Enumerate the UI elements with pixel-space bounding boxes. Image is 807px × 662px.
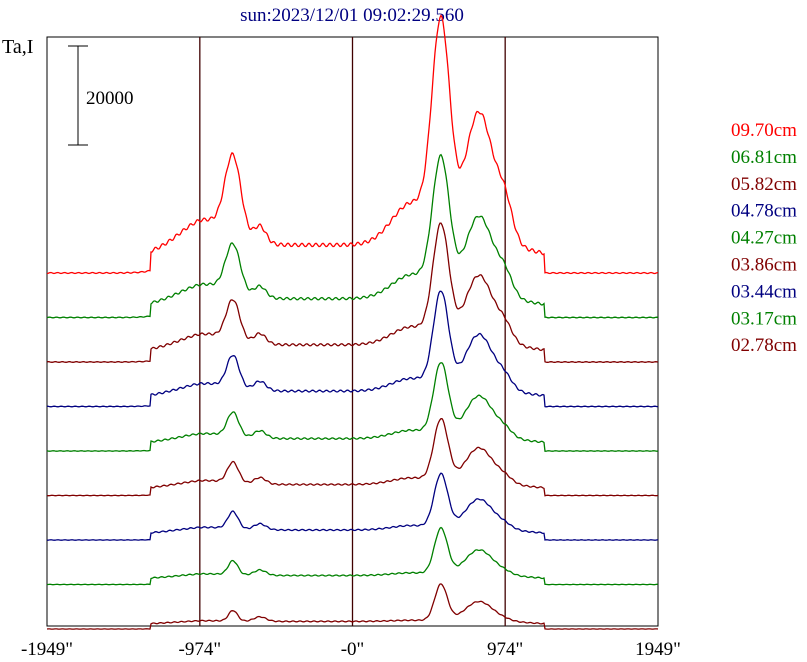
x-tick-labels: -1949" -974" -0" 974" 1949": [21, 639, 681, 660]
series-line-04-78cm: [46, 290, 659, 408]
legend-entry: 02.78cm: [731, 335, 797, 356]
legend-entry: 03.44cm: [731, 281, 797, 302]
series-line-05-82cm: [46, 222, 659, 363]
series-line-09-70cm: [46, 14, 659, 275]
legend: 09.70cm 06.81cm 05.82cm 04.78cm 04.27cm 03.86…: [731, 120, 797, 356]
series-line-03-17cm: [46, 526, 659, 586]
series-line-02-78cm: [46, 583, 659, 630]
legend-entry: 09.70cm: [731, 120, 797, 141]
x-tick-label: 1949": [635, 639, 681, 660]
x-tick-label: -1949": [21, 639, 73, 660]
x-tick-label: -0": [341, 639, 365, 660]
series-line-03-44cm: [47, 472, 659, 541]
scale-bar: 20000: [68, 45, 134, 146]
series-line-03-86cm: [46, 418, 659, 497]
legend-entry: 06.81cm: [731, 147, 797, 168]
legend-entry: 03.17cm: [731, 308, 797, 329]
x-tick-label: -974": [179, 639, 222, 660]
chart-title: sun:2023/12/01 09:02:29.560: [240, 5, 464, 26]
reference-lines: [199, 37, 506, 626]
x-tick-label: 974": [487, 639, 523, 660]
y-axis-label: Ta,I: [2, 36, 33, 58]
series-line-04-27cm: [46, 362, 659, 452]
series-lines: [46, 14, 659, 630]
legend-entry: 04.78cm: [731, 201, 797, 222]
legend-entry: 04.27cm: [731, 228, 797, 249]
scale-bar-label: 20000: [86, 88, 134, 109]
legend-entry: 03.86cm: [731, 255, 797, 276]
legend-entry: 05.82cm: [731, 174, 797, 195]
series-line-06-81cm: [46, 153, 659, 319]
